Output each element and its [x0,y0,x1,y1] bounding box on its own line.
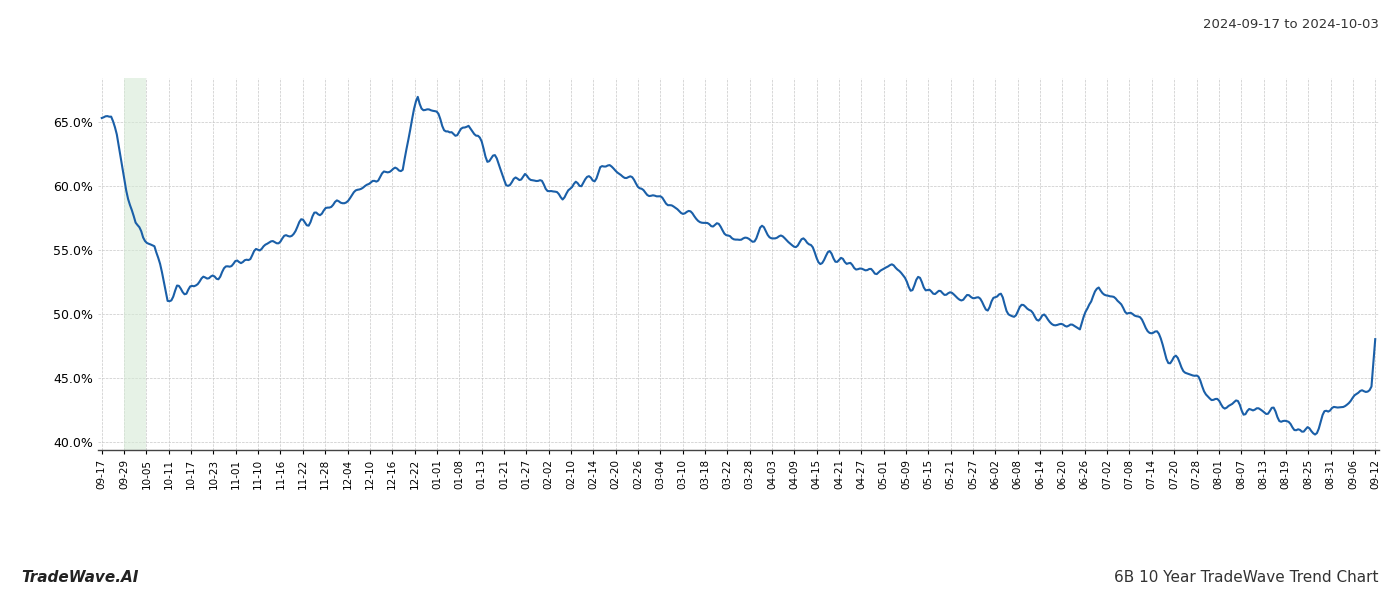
Text: 6B 10 Year TradeWave Trend Chart: 6B 10 Year TradeWave Trend Chart [1114,570,1379,585]
Text: 2024-09-17 to 2024-10-03: 2024-09-17 to 2024-10-03 [1203,18,1379,31]
Text: TradeWave.AI: TradeWave.AI [21,570,139,585]
Bar [125,78,147,450]
